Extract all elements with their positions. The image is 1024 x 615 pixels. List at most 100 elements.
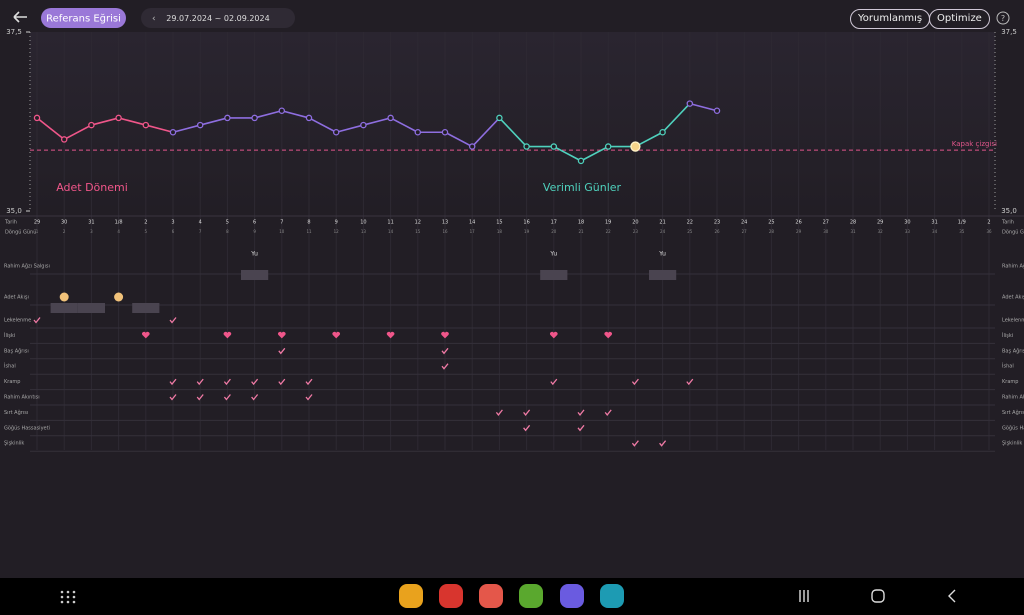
line-segment	[444, 131, 473, 148]
annotation: Adet Dönemi	[56, 181, 128, 194]
app-files[interactable]	[399, 584, 423, 608]
row-title: Döngü Günü	[1002, 230, 1024, 236]
check-mark	[659, 440, 667, 447]
x-tick-label: 30	[61, 220, 67, 226]
cycle-day: 16	[442, 229, 448, 234]
title: Referans Eğrisi	[46, 13, 121, 25]
check-mark	[169, 378, 177, 386]
flow-block	[50, 303, 78, 313]
check-mark	[577, 424, 585, 432]
title-pill[interactable]	[41, 8, 126, 28]
heart-mark	[332, 331, 340, 339]
x-tick-label: 17	[551, 220, 557, 226]
heart-mark	[278, 331, 286, 339]
heart-mark	[550, 331, 558, 339]
check-mark	[223, 378, 231, 386]
x-tick-label: 20	[632, 220, 638, 226]
line-segment	[308, 117, 337, 133]
cycle-day: 34	[932, 229, 938, 234]
check-mark	[631, 378, 639, 386]
nav-back[interactable]	[948, 589, 956, 603]
check-mark	[196, 378, 204, 386]
row-title: Tarih	[1001, 220, 1014, 226]
data-point	[115, 114, 122, 122]
x-tick-label: 29	[34, 220, 40, 226]
heart-mark	[386, 331, 395, 339]
line-segment	[689, 102, 718, 112]
line-segment	[662, 103, 691, 133]
x-tick-label: 2	[987, 220, 990, 226]
app-browser[interactable]	[560, 584, 584, 608]
x-tick-label: 9	[335, 220, 338, 226]
line-segment	[498, 117, 528, 148]
line-segment	[254, 109, 283, 119]
x-tick-label: 28	[850, 220, 856, 226]
data-point	[550, 143, 558, 150]
interpreted-button[interactable]: Yorumlanmış	[850, 9, 931, 29]
row-label: İlişki	[1002, 332, 1013, 339]
check-mark	[169, 394, 177, 401]
cycle-day: 31	[850, 229, 856, 234]
row-label: Sırt Ağrısı	[4, 409, 28, 416]
check-mark	[196, 394, 204, 401]
x-tick-label: 16	[523, 220, 529, 226]
app-contacts[interactable]	[479, 584, 503, 608]
data-point	[60, 136, 68, 143]
check-mark	[223, 394, 231, 401]
x-tick-label: 22	[687, 220, 693, 226]
nav-home[interactable]	[871, 589, 885, 603]
x-tick-label: 29	[877, 220, 883, 226]
x-tick-label: 1/8	[115, 220, 123, 226]
x-tick-label: 31	[88, 220, 94, 226]
optimize-button[interactable]: Optimize	[929, 9, 990, 29]
cycle-day: 7	[199, 229, 202, 234]
data-point	[332, 128, 340, 136]
x-tick-label: 18	[578, 220, 584, 226]
annotation: Verimli Günler	[543, 181, 622, 194]
row-title: Döngü Günü	[5, 230, 36, 236]
row-label: Adet Akışı	[1002, 295, 1024, 301]
row-label: İlişki	[4, 332, 15, 339]
app-calculator[interactable]	[519, 584, 543, 608]
line-segment	[363, 117, 391, 126]
row-label: Rahim Akıntısı	[4, 395, 40, 401]
nav-recent[interactable]	[799, 590, 809, 602]
cycle-day: 30	[823, 229, 829, 234]
data-point	[686, 100, 694, 107]
data-point	[278, 107, 286, 115]
check-mark	[523, 424, 531, 432]
check-mark	[495, 409, 503, 416]
line-segment	[553, 145, 582, 162]
row-label: Göğüs Hassasiyeti	[4, 424, 50, 431]
check-mark	[305, 378, 313, 386]
x-tick-label: 21	[659, 220, 665, 226]
x-tick-label: 25	[768, 220, 774, 226]
check-mark	[251, 394, 259, 401]
line-segment	[335, 124, 364, 134]
x-tick-label: 12	[415, 220, 421, 226]
line-segment	[281, 109, 310, 119]
help-icon[interactable]	[996, 11, 1010, 25]
row-label: Rahim Ağzı Salgısı	[1002, 263, 1024, 270]
cycle-day: 32	[878, 229, 884, 234]
data-point	[88, 121, 95, 129]
check-mark	[251, 378, 259, 386]
mucus-block	[649, 270, 677, 280]
cycle-day: 35	[959, 229, 965, 234]
app-notes[interactable]	[439, 584, 463, 608]
cycle-day: 5	[145, 229, 148, 234]
date-pill[interactable]	[141, 8, 295, 28]
cycle-day: 36	[986, 229, 992, 234]
cycle-day: 26	[714, 229, 720, 234]
app-calendar[interactable]	[600, 584, 624, 608]
nav-bar	[0, 578, 1024, 615]
row-label: Şişkinlik	[1002, 441, 1022, 447]
cycle-day: 18	[497, 229, 503, 234]
data-point	[142, 121, 150, 129]
x-tick-label: 15	[496, 220, 502, 226]
x-tick-label: 4	[199, 220, 202, 226]
back-button[interactable]	[13, 11, 27, 23]
row-title: Tarih	[4, 220, 17, 226]
flow-block	[132, 303, 160, 313]
